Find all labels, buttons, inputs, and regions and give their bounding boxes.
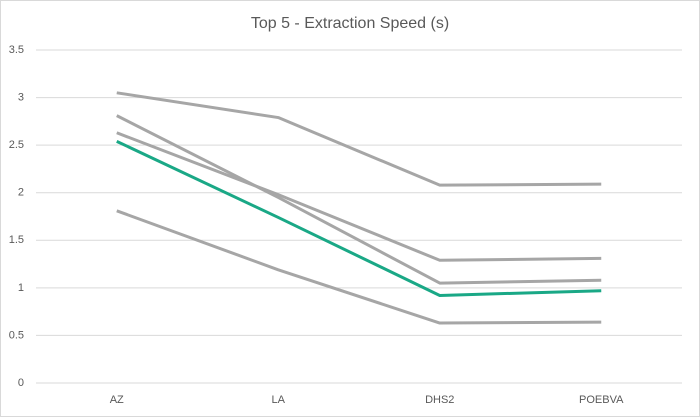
y-tick-label: 1.5 (9, 234, 24, 246)
y-tick-label: 0 (18, 377, 24, 389)
y-tick-label: 2.5 (9, 139, 24, 151)
x-tick-label: DHS2 (425, 394, 454, 406)
y-tick-label: 3.5 (9, 44, 24, 56)
y-tick-label: 1 (18, 282, 24, 294)
y-tick-label: 3 (18, 91, 24, 103)
series-line (116, 131, 602, 262)
y-tick-label: 0.5 (9, 329, 24, 341)
x-tick-label: LA (272, 394, 286, 406)
chart-title: Top 5 - Extraction Speed (s) (251, 15, 449, 32)
series-line (116, 114, 602, 285)
series-line (116, 209, 602, 325)
series-line (116, 91, 602, 187)
y-tick-label: 2 (18, 187, 24, 199)
series-line (116, 139, 602, 297)
x-tick-label: AZ (110, 394, 124, 406)
x-tick-label: POEBVA (579, 394, 624, 406)
